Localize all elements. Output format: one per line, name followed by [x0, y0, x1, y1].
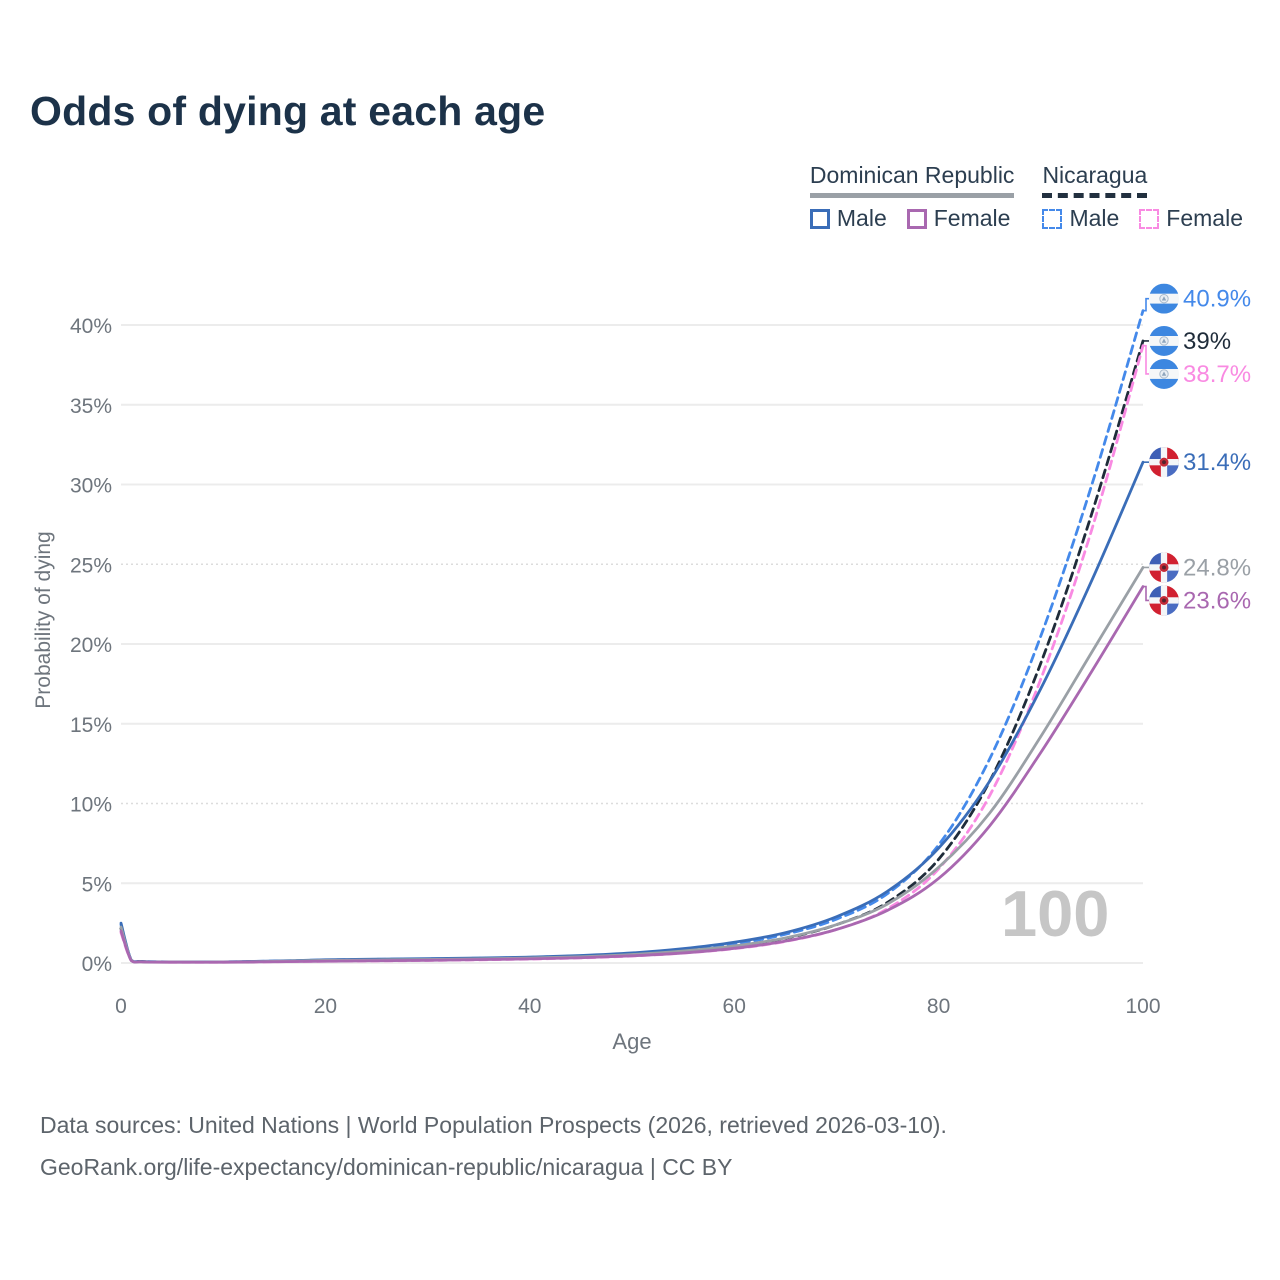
legend-group-title-nicaragua: Nicaragua [1042, 162, 1148, 198]
legend-items-nicaragua: Male Female [1042, 205, 1243, 232]
y-tick-label-25pct: 25% [70, 554, 112, 577]
end-value-label-nicaragua-female-female: 38.7% [1183, 361, 1251, 388]
x-tick-label-40: 40 [518, 995, 541, 1018]
legend-item-label: Female [1166, 205, 1243, 231]
y-tick-label-40pct: 40% [70, 315, 112, 338]
legend-item-label: Female [933, 205, 1011, 231]
end-value-label-dominican-republic-male-male: 31.4% [1183, 449, 1251, 476]
nicaragua-flag-icon [1149, 283, 1179, 314]
legend-group-dominican-republic: Dominican Republic Male Female [809, 162, 1015, 232]
dr-male-swatch-icon [809, 208, 830, 229]
x-tick-label-60: 60 [723, 995, 746, 1018]
nic-female-swatch-icon [1139, 208, 1160, 229]
legend-items-dominican-republic: Male Female [809, 205, 1015, 232]
legend-item-dr-female[interactable]: Female [906, 205, 1011, 232]
series-line-nicaragua-male-male[interactable] [119, 309, 1145, 964]
x-tick-label-80: 80 [927, 995, 950, 1018]
legend-item-label: Male [1069, 205, 1120, 231]
legend-item-nic-male[interactable]: Male [1042, 205, 1119, 232]
age-watermark: 100 [1001, 877, 1110, 950]
x-tick-label-0: 0 [115, 995, 127, 1018]
y-tick-label-15pct: 15% [70, 714, 112, 737]
nicaragua-flag-icon [1149, 358, 1179, 389]
dr-female-swatch-icon [906, 208, 927, 229]
end-value-label-nicaragua-male-male: 40.9% [1183, 286, 1251, 313]
end-value-label-dominican-republic-female-female: 23.6% [1183, 587, 1251, 614]
x-axis-label: Age [612, 1029, 651, 1054]
x-tick-label-20: 20 [314, 995, 337, 1018]
footer: Data sources: United Nations | World Pop… [40, 1104, 947, 1188]
y-tick-label-10pct: 10% [70, 794, 112, 817]
series-line-dominican-republic-female-female[interactable] [119, 585, 1145, 964]
y-tick-label-0pct: 0% [82, 953, 112, 976]
legend: Dominican Republic Male Female Nicaragua… [809, 162, 1243, 232]
y-tick-label-30pct: 30% [70, 475, 112, 498]
end-label-connector-dominican-republic-female-female [1143, 585, 1149, 602]
page-title: Odds of dying at each age [30, 88, 546, 134]
y-tick-label-5pct: 5% [82, 873, 112, 896]
legend-item-nic-female[interactable]: Female [1139, 205, 1243, 232]
series-line-nicaragua-female-female[interactable] [119, 344, 1145, 964]
nic-male-swatch-icon [1042, 208, 1063, 229]
dominican-republic-flag-icon [1149, 552, 1179, 583]
dominican-republic-flag-icon [1149, 585, 1179, 616]
y-tick-label-20pct: 20% [70, 634, 112, 657]
end-value-label-dominican-republic-both: 24.8% [1183, 554, 1251, 581]
legend-group-title-dominican-republic: Dominican Republic [809, 162, 1015, 198]
footer-attribution-line: GeoRank.org/life-expectancy/dominican-re… [40, 1154, 733, 1180]
end-label-connector-nicaragua-female-female [1143, 344, 1149, 375]
series-line-nicaragua-both[interactable] [119, 339, 1145, 964]
series-line-dominican-republic-both[interactable] [119, 566, 1145, 964]
footer-sources-line: Data sources: United Nations | World Pop… [40, 1112, 947, 1138]
legend-group-nicaragua: Nicaragua Male Female [1042, 162, 1243, 232]
series-line-dominican-republic-male-male[interactable] [119, 460, 1145, 964]
nicaragua-flag-icon [1149, 325, 1179, 356]
end-value-label-nicaragua-both: 39% [1183, 328, 1231, 355]
legend-item-label: Male [836, 205, 887, 231]
x-tick-label-100: 100 [1125, 995, 1160, 1018]
legend-item-dr-male[interactable]: Male [809, 205, 887, 232]
y-tick-label-35pct: 35% [70, 395, 112, 418]
dominican-republic-flag-icon [1149, 447, 1179, 478]
end-label-connector-nicaragua-male-male [1143, 297, 1149, 312]
